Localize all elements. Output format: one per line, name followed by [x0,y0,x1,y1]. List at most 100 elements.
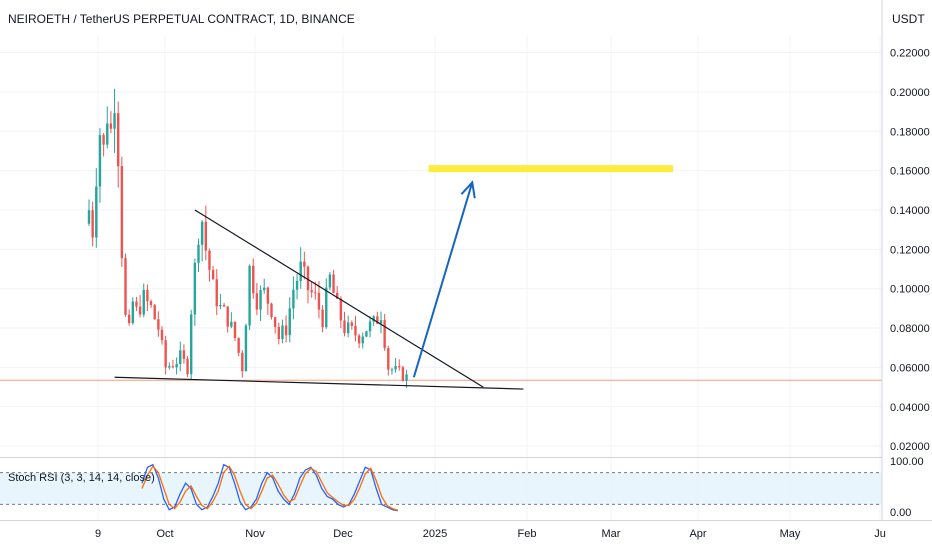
x-tick-label: 9 [95,528,101,540]
candle-body [336,292,339,299]
y-tick-label: 0.04000 [890,402,930,414]
candle-body [153,305,156,320]
candle-body [398,366,401,368]
candle-body [131,301,134,324]
candle-body [182,350,186,359]
x-tick-label: 2025 [423,528,447,540]
candle-body [149,301,153,306]
candle-body [244,325,248,372]
arrow-shaft [412,182,474,378]
target-zone[interactable] [428,165,673,173]
y-tick-label: 0.22000 [890,48,930,60]
candle-body [95,186,98,238]
candle-body [321,309,324,328]
candle-body [266,287,270,304]
x-tick-label: Apr [689,528,706,540]
candle-body [350,322,353,326]
candle-body [273,317,277,327]
candle-body [127,314,131,324]
candle-body [91,210,94,238]
candle-body [204,221,207,251]
x-tick-label: May [780,528,801,540]
stoch-tick-100: 100.00 [890,456,924,468]
candle-body [102,135,105,145]
candle-body [292,289,295,309]
candle-body [303,261,306,267]
candle-body [299,261,302,281]
candle-body [284,325,288,336]
candle-body [211,269,215,280]
y-tick-label: 0.10000 [890,284,930,296]
y-tick-label: 0.12000 [890,244,930,256]
stoch-k-line [141,463,399,512]
candle-body [193,262,197,315]
candle-body [354,325,357,336]
candle-body [317,292,321,310]
candle-body [197,244,200,263]
candle-body [328,274,332,288]
stoch-rsi-pane: 100.00 0.00 [0,456,924,519]
candle-body [252,265,255,294]
lower-trendline [114,376,524,390]
y-tick-label: 0.20000 [890,87,930,99]
candle-body [142,289,145,315]
candle-body [277,326,280,339]
candle-body [113,113,116,129]
candle-body [361,336,364,344]
candle-body [368,321,372,332]
stoch-tick-0: 0.00 [890,507,911,519]
target-zone-bar [428,165,673,173]
candle-body [248,265,251,326]
y-tick-label: 0.18000 [890,126,930,138]
candle-body [98,135,102,187]
projection-arrow[interactable] [412,180,476,378]
candle-body [263,287,266,291]
candle-body [379,320,383,324]
candle-body [106,123,109,145]
candle-body [365,331,368,337]
trendlines[interactable] [114,209,524,390]
candle-body [401,367,405,381]
candle-body [390,369,394,371]
stoch-rsi-label: Stoch RSI (3, 3, 14, 14, close) [8,472,155,484]
x-tick-label: Mar [602,528,621,540]
candle-body [135,301,138,307]
candle-body [233,321,237,339]
y-tick-label: 0.08000 [890,323,930,335]
candle-body [281,325,284,339]
x-tick-label: Oct [156,528,173,540]
candle-body [215,279,218,307]
candle-body [357,335,361,344]
candle-body [124,258,127,315]
candle-body [222,304,226,307]
candle-body [405,374,408,381]
upper-trendline [194,209,484,388]
grid-lines [0,36,882,520]
candle-body [310,290,313,293]
candle-body [200,221,204,245]
currency-label[interactable]: USDT [892,12,925,26]
candle-body [387,348,390,370]
x-tick-label: Feb [518,528,537,540]
candle-body [346,322,350,334]
candle-body [237,338,240,353]
candle-body [314,292,317,294]
candle-body [171,366,175,368]
y-tick-label: 0.14000 [890,205,930,217]
candle-body [109,123,113,129]
candle-body [164,340,167,368]
y-tick-label: 0.06000 [890,362,930,374]
arrow-head [460,180,476,199]
y-tick-label: 0.02000 [890,441,930,453]
candle-body [186,358,189,375]
candle-body [343,320,346,334]
candle-body [332,274,335,293]
candle-body [255,293,259,310]
x-tick-label: Nov [245,528,265,540]
chart-title: NEIROETH / TetherUS PERPETUAL CONTRACT, … [8,12,355,26]
candle-body [306,266,310,291]
candle-body [190,314,193,375]
candle-body [175,363,178,368]
x-tick-label: Dec [333,528,353,540]
